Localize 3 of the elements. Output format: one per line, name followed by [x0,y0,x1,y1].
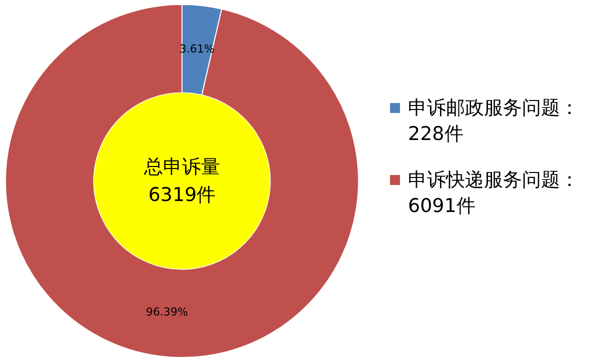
legend-label: 申诉快递服务问题： 6091件 [408,168,579,219]
data-label: 96.39% [146,305,188,318]
legend-label: 申诉邮政服务问题： 228件 [408,96,579,147]
